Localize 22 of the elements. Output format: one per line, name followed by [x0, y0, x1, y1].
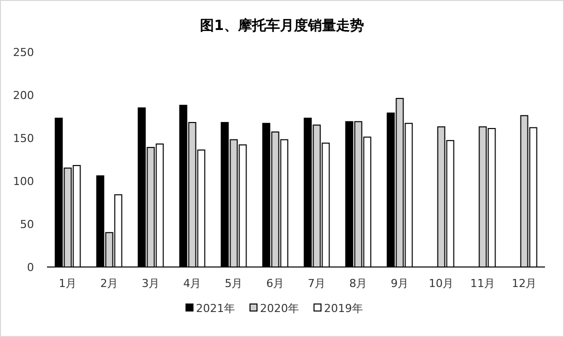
- y-tick-label: 250: [13, 46, 34, 59]
- x-tick-label: 10月: [428, 277, 454, 290]
- y-tick-label: 0: [27, 261, 34, 274]
- x-tick-label: 11月: [470, 277, 496, 290]
- chart-title: 图1、摩托车月度销量走势: [200, 17, 364, 34]
- x-tick-label: 2月: [100, 277, 118, 290]
- y-tick-label: 200: [13, 89, 34, 102]
- x-tick-label: 8月: [349, 277, 368, 290]
- x-tick-label: 6月: [266, 277, 284, 290]
- x-tick-label: 1月: [58, 277, 77, 290]
- legend-label: 2021年: [196, 302, 235, 315]
- x-tick-label: 4月: [183, 277, 202, 290]
- legend-label: 2020年: [260, 302, 299, 315]
- legend-label: 2019年: [324, 302, 363, 315]
- y-tick-label: 50: [20, 218, 34, 231]
- x-tick-label: 7月: [308, 277, 326, 290]
- x-tick-label: 9月: [390, 277, 409, 290]
- x-tick-label: 3月: [142, 277, 160, 290]
- y-tick-label: 100: [13, 175, 34, 188]
- x-tick-label: 12月: [512, 277, 537, 290]
- x-tick-label: 5月: [224, 277, 243, 290]
- y-tick-label: 150: [13, 132, 34, 145]
